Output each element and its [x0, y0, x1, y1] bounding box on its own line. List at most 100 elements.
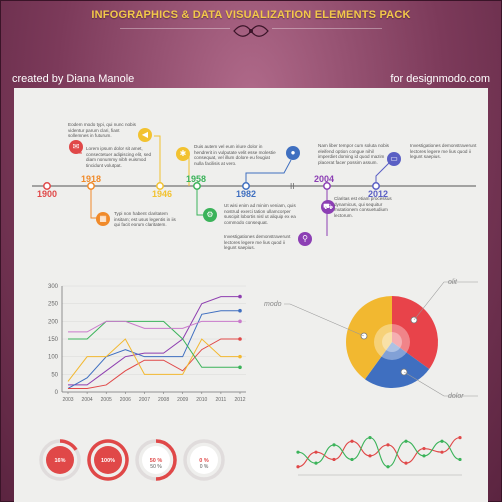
gauge-center — [94, 446, 122, 474]
bike-icon: ⚙ — [203, 208, 217, 222]
year-label: 2012 — [368, 189, 389, 199]
wave-point — [440, 450, 444, 454]
wave-point — [296, 465, 300, 469]
wave-point — [368, 436, 372, 440]
gauge-arc — [155, 439, 177, 481]
y-tick-label: 100 — [48, 355, 59, 361]
y-tick-label: 50 — [51, 372, 58, 378]
series-end-point — [238, 354, 242, 359]
x-tick-label: 2004 — [82, 397, 93, 403]
gauge-sublabel: 0 % — [200, 464, 209, 470]
gauge-center — [142, 446, 170, 474]
series-line — [67, 310, 240, 389]
gauge-label: 50 % — [150, 458, 163, 464]
timeline-note: Nam liber tempor cum soluta nobis eleife… — [318, 143, 389, 165]
x-tick-label: 2005 — [101, 397, 112, 403]
year-label: 1982 — [236, 189, 257, 199]
gauge-row: 16% 100% 50 %50 % 0 %0 % — [39, 439, 225, 481]
x-tick-label: 2011 — [216, 397, 227, 403]
timeline-dot — [156, 182, 164, 190]
timeline-dot — [242, 182, 250, 190]
series-line — [68, 320, 240, 368]
wave-point — [404, 439, 408, 443]
content-card: II 1900 1918 1946 1958 1982 2004 2012 ✉ … — [14, 88, 488, 502]
pie-inner-ring — [374, 324, 410, 360]
x-tick-label: 2007 — [139, 397, 150, 403]
series-line — [68, 338, 240, 389]
year-label: 1918 — [81, 174, 102, 184]
series-end-point — [238, 294, 242, 299]
line-chart: 0 50 100 150 200 250 300 2003 2004 2005 2006 2007 20… — [48, 284, 246, 403]
gauge-sublabel: 50 % — [150, 464, 162, 470]
mail-icon: ✉ — [69, 140, 83, 154]
wave-point — [368, 454, 372, 458]
pie-label: modo — [264, 301, 282, 308]
gauge-arc — [59, 439, 78, 451]
x-tick-label: 2010 — [196, 397, 207, 403]
grid-icon: ▦ — [96, 212, 110, 226]
speaker-icon: ◀ — [138, 128, 152, 142]
pie-leader — [284, 303, 365, 337]
wave-point — [440, 439, 444, 443]
connector — [196, 186, 204, 216]
wave-point — [422, 446, 426, 451]
connector — [90, 186, 98, 219]
gauge-arc — [87, 439, 129, 481]
timeline-note: Investigationes demonstraverunt lectores… — [410, 143, 477, 160]
pie-inner-core — [382, 332, 402, 352]
gauge-center — [46, 446, 74, 474]
wave-point — [332, 457, 336, 462]
credit-author: created by Diana Manole — [12, 73, 135, 85]
timeline-dot — [87, 182, 95, 190]
x-tick-label: 2006 — [120, 397, 131, 403]
pie-slice — [364, 342, 430, 388]
year-label: 1946 — [152, 189, 173, 199]
wave-point — [458, 457, 462, 462]
series-end-point — [238, 308, 242, 313]
x-tick-label: 2012 — [234, 397, 245, 403]
timeline: II — [32, 135, 476, 236]
timeline-dot — [193, 182, 201, 190]
y-tick-label: 300 — [48, 284, 59, 290]
header-rule-left — [120, 28, 230, 29]
wave-point — [332, 443, 336, 447]
x-tick-label: 2009 — [177, 397, 188, 403]
wave-point — [458, 436, 462, 440]
timeline-note: Lorem ipsum dolor sit amet, consectetuer… — [86, 146, 152, 168]
gauge-label: 0 % — [199, 458, 209, 464]
y-tick-label: 0 — [55, 390, 59, 396]
wave-point — [350, 457, 354, 462]
pie-chart: modo olit dolor — [264, 279, 478, 400]
bicycle-icon: ⚲ — [298, 232, 312, 246]
header-rule-right — [272, 28, 382, 29]
timeline-note: Duis autem vel eum iriure dolor in hendr… — [194, 144, 276, 166]
y-tick-label: 250 — [48, 302, 59, 308]
wave-chart — [296, 436, 462, 476]
series-line — [68, 296, 240, 386]
wave-point — [314, 450, 318, 454]
series-line — [67, 338, 240, 382]
connector — [245, 159, 292, 186]
page-title: INFOGRAPHICS & DATA VISUALIZATION ELEMEN… — [91, 9, 411, 21]
wave-point — [422, 454, 426, 458]
x-tick-label: 2008 — [158, 397, 169, 403]
series-end-point — [238, 337, 242, 341]
pie-slice — [392, 296, 438, 370]
wave-point — [404, 461, 408, 465]
lightbulb-icon: ● — [286, 146, 300, 160]
gauge-track — [183, 439, 225, 481]
chat-icon: ▭ — [387, 152, 401, 166]
wave-point — [314, 461, 318, 465]
timeline-note: Eodem modo typi, qui nunc nobis videntur… — [68, 122, 136, 139]
pie-leader — [403, 371, 478, 397]
timeline-dot — [323, 182, 331, 190]
pie-label: olit — [448, 279, 458, 286]
connector — [154, 135, 161, 186]
wave-line — [297, 437, 461, 468]
pie-slice — [346, 296, 392, 380]
credit-site: for designmodo.com — [390, 73, 490, 85]
x-tick-label: 2003 — [62, 397, 73, 403]
year-label: 2004 — [314, 174, 335, 184]
series-end-point — [238, 319, 242, 324]
wave-point — [386, 443, 390, 447]
